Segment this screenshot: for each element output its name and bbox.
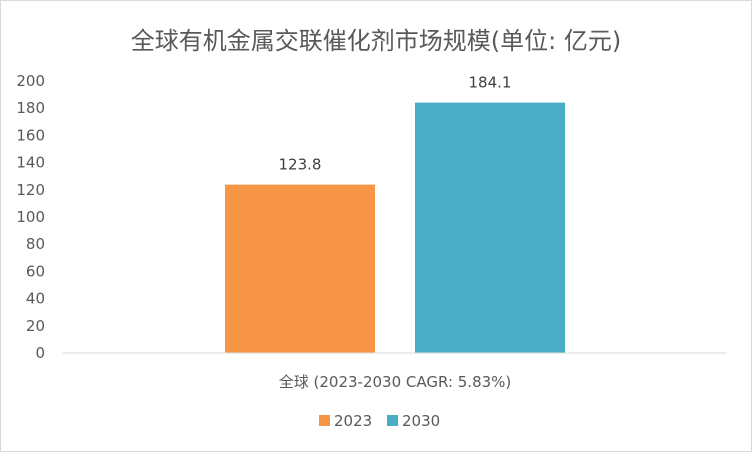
bar-2023 [225,184,375,353]
x-category-label: 全球 (2023-2030 CAGR: 5.83%) [279,373,512,391]
legend-swatch [387,415,398,426]
data-label: 123.8 [279,156,322,174]
y-tick-label: 40 [26,290,45,308]
y-tick-label: 160 [16,126,45,144]
y-tick-label: 120 [16,181,45,199]
legend-label: 2030 [402,412,440,430]
bar-2030 [415,102,565,354]
y-tick-label: 0 [35,344,45,362]
y-tick-label: 180 [16,99,45,117]
y-tick-label: 60 [26,262,45,280]
legend-swatch [319,415,330,426]
legend-label: 2023 [334,412,372,430]
legend: 2023 2030 [319,412,440,430]
chart-title: 全球有机金属交联催化剂市场规模(单位: 亿元) [131,27,621,55]
y-tick-label: 80 [26,235,45,253]
data-label: 184.1 [469,74,512,92]
y-axis: 0 20 40 60 80 100 120 140 160 180 200 [16,72,45,362]
y-tick-label: 20 [26,317,45,335]
y-tick-label: 140 [16,154,45,172]
plot-area: 123.8 184.1 [225,74,565,354]
y-tick-label: 200 [16,72,45,90]
y-tick-label: 100 [16,208,45,226]
